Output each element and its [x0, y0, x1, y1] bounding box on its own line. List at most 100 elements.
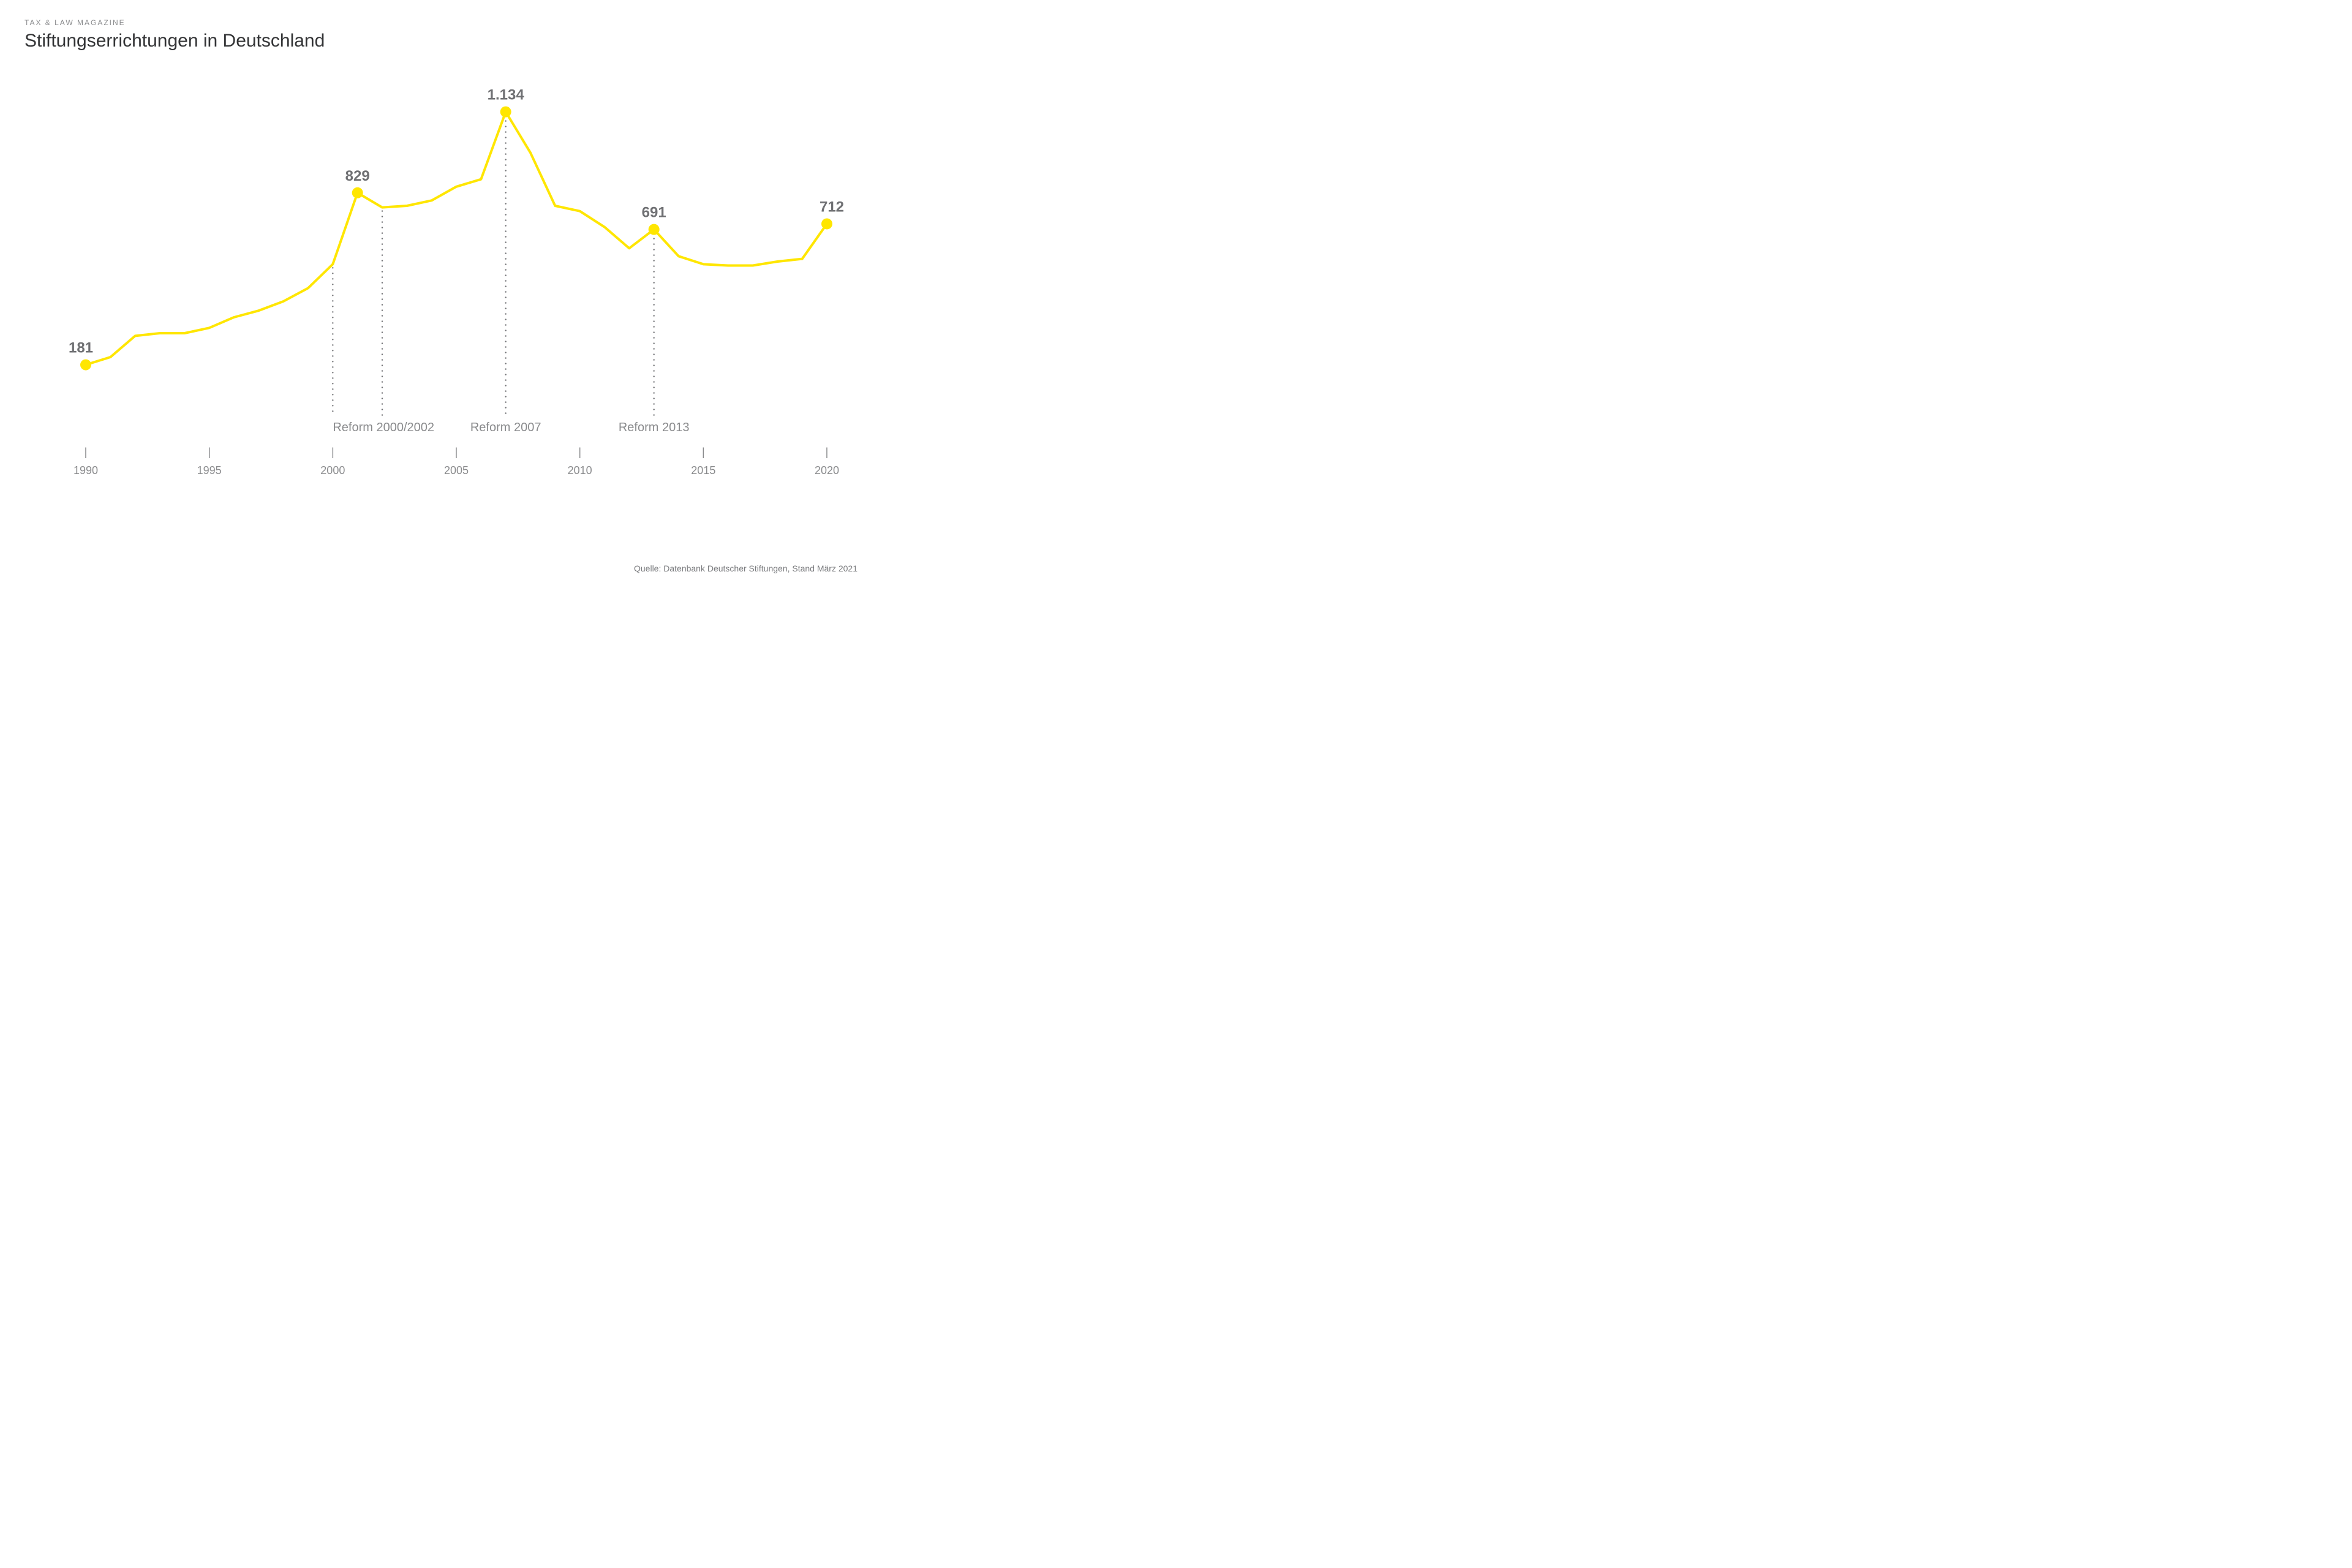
drop-dot	[653, 309, 654, 311]
tick-mark-icon: |	[331, 446, 334, 458]
value-label: 829	[345, 168, 370, 184]
drop-dot	[653, 249, 654, 250]
drop-dot	[505, 214, 506, 215]
x-tick-label: 2020	[815, 464, 839, 477]
annotation-label: Reform 2007	[470, 421, 541, 434]
drop-dot	[653, 276, 654, 277]
chart-svg: Reform 2000/2002Reform 2007Reform 201318…	[24, 58, 858, 523]
drop-dot	[332, 311, 333, 312]
drop-dot	[505, 363, 506, 364]
drop-dot	[505, 390, 506, 391]
tick-mark-icon: |	[208, 446, 211, 458]
drop-dot	[382, 370, 383, 371]
drop-dot	[382, 265, 383, 266]
drop-dot	[332, 399, 333, 401]
drop-dot	[332, 350, 333, 351]
drop-dot	[505, 170, 506, 171]
drop-dot	[382, 298, 383, 300]
drop-dot	[505, 341, 506, 342]
drop-dot	[382, 398, 383, 399]
drop-dot	[332, 333, 333, 334]
drop-dot	[505, 302, 506, 303]
drop-dot	[382, 414, 383, 415]
drop-dot	[332, 355, 333, 356]
drop-dot	[653, 359, 654, 360]
drop-dot	[653, 348, 654, 349]
drop-dot	[382, 271, 383, 272]
drop-dot	[382, 386, 383, 388]
drop-dot	[332, 405, 333, 406]
drop-dot	[505, 142, 506, 143]
drop-dot	[505, 131, 506, 132]
drop-dot	[382, 210, 383, 211]
annotation-label: Reform 2013	[619, 421, 690, 434]
drop-dot	[653, 353, 654, 355]
drop-dot	[332, 300, 333, 301]
drop-dot	[382, 232, 383, 233]
data-marker	[80, 360, 91, 371]
drop-dot	[653, 304, 654, 305]
drop-dot	[505, 280, 506, 281]
drop-dot	[505, 252, 506, 254]
drop-dot	[653, 409, 654, 410]
drop-dot	[653, 265, 654, 266]
drop-dot	[505, 225, 506, 226]
drop-dot	[382, 403, 383, 404]
drop-dot	[653, 260, 654, 261]
drop-dot	[332, 289, 333, 290]
drop-dot	[653, 326, 654, 327]
drop-dot	[382, 375, 383, 377]
drop-dot	[382, 359, 383, 360]
drop-dot	[505, 230, 506, 232]
drop-dot	[505, 307, 506, 309]
x-tick-label: 1990	[74, 464, 98, 477]
drop-dot	[505, 197, 506, 198]
drop-dot	[505, 148, 506, 149]
tick-mark-icon: |	[702, 446, 705, 458]
drop-dot	[505, 401, 506, 402]
drop-dot	[505, 181, 506, 182]
tick-mark-icon: |	[85, 446, 88, 458]
drop-dot	[382, 249, 383, 250]
drop-dot	[382, 216, 383, 217]
drop-dot	[382, 364, 383, 366]
drop-dot	[505, 203, 506, 204]
drop-dot	[653, 282, 654, 283]
drop-dot	[382, 315, 383, 316]
drop-dot	[332, 366, 333, 368]
drop-dot	[653, 370, 654, 371]
data-marker	[821, 218, 832, 229]
drop-dot	[505, 258, 506, 259]
drop-dot	[332, 339, 333, 340]
drop-dot	[332, 344, 333, 345]
drop-dot	[382, 381, 383, 382]
drop-dot	[382, 304, 383, 305]
drop-dot	[505, 379, 506, 380]
drop-dot	[505, 175, 506, 176]
drop-dot	[382, 276, 383, 277]
drop-dot	[332, 372, 333, 373]
drop-dot	[653, 315, 654, 316]
tick-mark-icon: |	[578, 446, 581, 458]
drop-dot	[332, 306, 333, 307]
drop-dot	[332, 317, 333, 318]
drop-dot	[382, 348, 383, 349]
drop-dot	[653, 320, 654, 322]
drop-dot	[332, 273, 333, 274]
drop-dot	[505, 407, 506, 408]
drop-dot	[653, 386, 654, 388]
drop-dot	[332, 267, 333, 268]
drop-dot	[332, 377, 333, 379]
drop-dot	[382, 221, 383, 222]
x-tick-label: 2015	[691, 464, 715, 477]
annotation-label: Reform 2000/2002	[333, 421, 434, 434]
drop-dot	[332, 278, 333, 279]
drop-dot	[382, 287, 383, 288]
kicker: TAX & LAW MAGAZINE	[24, 18, 858, 27]
drop-dot	[332, 284, 333, 285]
drop-dot	[505, 330, 506, 331]
drop-dot	[332, 388, 333, 390]
drop-dot	[505, 318, 506, 320]
drop-dot	[382, 243, 383, 244]
drop-dot	[653, 331, 654, 333]
